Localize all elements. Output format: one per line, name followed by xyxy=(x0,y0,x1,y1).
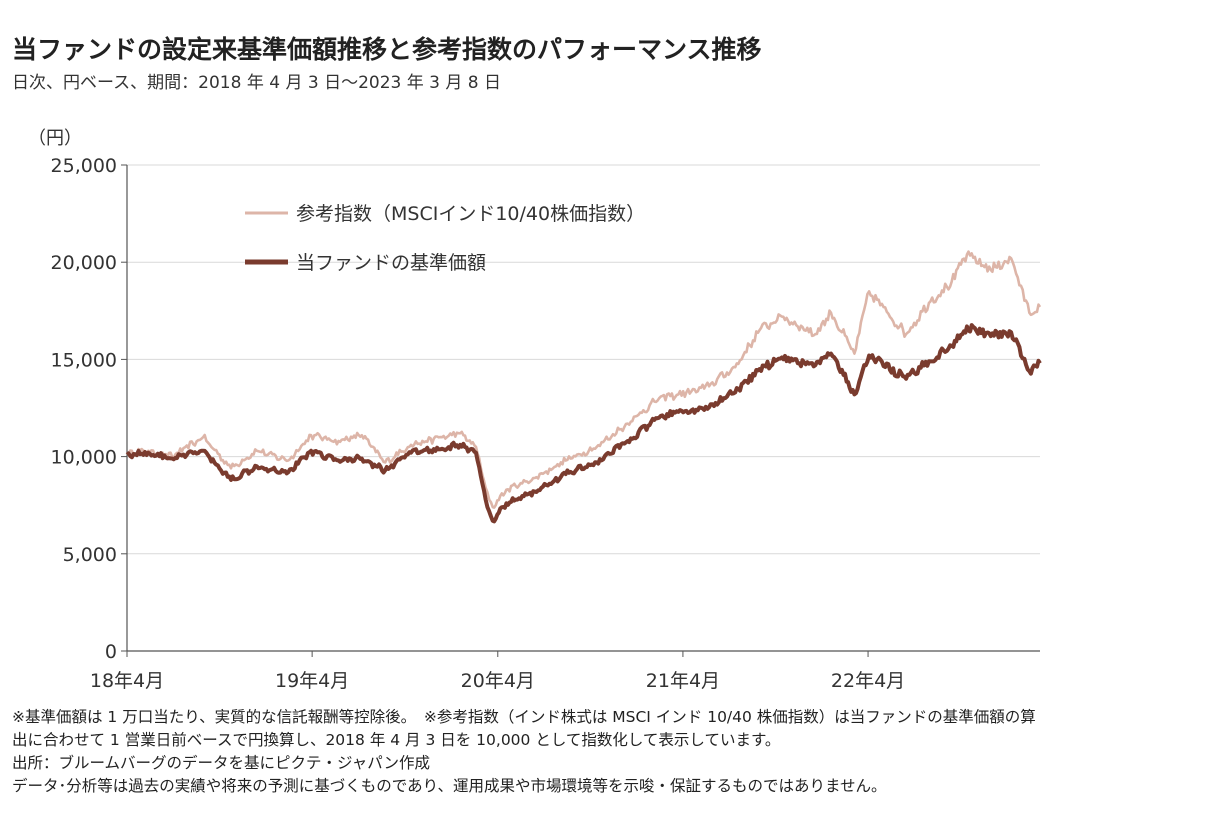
x-tick-label: 18年4月 xyxy=(90,670,164,692)
y-unit-label: （円） xyxy=(28,128,82,149)
footnotes: ※基準価額は 1 万口当たり、実質的な信託報酬等控除後。 ※参考指数（インド株式… xyxy=(12,706,1207,798)
chart-subtitle: 日次、円ベース、期間：2018 年 4 月 3 日～2023 年 3 月 8 日 xyxy=(12,73,501,93)
legend: 参考指数（MSCIインド10/40株価指数） 当ファンドの基準価額 xyxy=(245,203,645,274)
legend-label-index: 参考指数（MSCIインド10/40株価指数） xyxy=(296,203,645,225)
x-tick-label: 19年4月 xyxy=(275,670,349,692)
x-tick-label: 20年4月 xyxy=(461,670,535,692)
y-tick-label: 20,000 xyxy=(51,252,117,274)
x-tick-label: 21年4月 xyxy=(646,670,720,692)
y-tick-label: 25,000 xyxy=(51,155,117,177)
y-tick-label: 15,000 xyxy=(51,349,117,371)
x-tick-label: 22年4月 xyxy=(831,670,905,692)
legend-label-fund: 当ファンドの基準価額 xyxy=(296,252,486,274)
fund-series-line xyxy=(125,323,1042,524)
footnote-line: ※基準価額は 1 万口当たり、実質的な信託報酬等控除後。 ※参考指数（インド株式… xyxy=(12,708,1036,726)
footnote-line: 出に合わせて 1 営業日前ベースで円換算し、2018 年 4 月 3 日を 10… xyxy=(12,731,781,749)
y-tick-label: 0 xyxy=(105,641,117,663)
axes: （円） 0 5,000 10,000 15,000 20,000 25,000 18年4月 19… xyxy=(28,128,1040,692)
footnote-disclaimer: データ･分析等は過去の実績や将来の予測に基づくものであり、運用成果や市場環境等を… xyxy=(12,777,887,795)
index-series-line xyxy=(126,250,1042,509)
footnote-source: 出所：ブルームバーグのデータを基にピクテ・ジャパン作成 xyxy=(12,754,431,772)
line-chart: （円） 0 5,000 10,000 15,000 20,000 25,000 18年4月 19… xyxy=(28,128,1042,692)
y-tick-label: 10,000 xyxy=(51,447,117,469)
chart-title: 当ファンドの設定来基準価額推移と参考指数のパフォーマンス推移 xyxy=(12,35,762,64)
y-tick-label: 5,000 xyxy=(63,544,117,566)
series-lines xyxy=(125,250,1042,524)
